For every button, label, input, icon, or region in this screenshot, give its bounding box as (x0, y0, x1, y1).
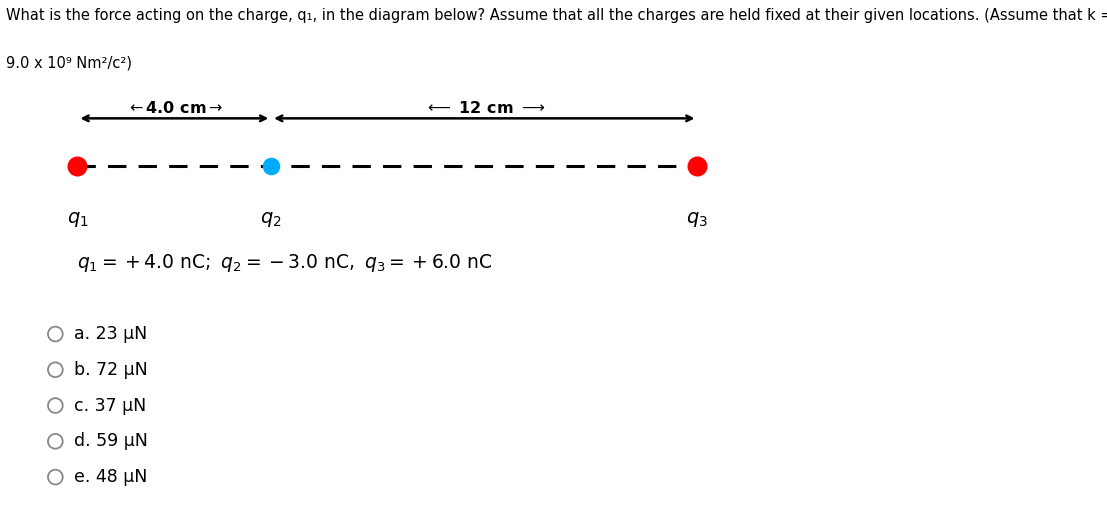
Text: b. 72 μN: b. 72 μN (74, 361, 147, 379)
Text: d. 59 μN: d. 59 μN (74, 432, 147, 450)
Text: $q_3$: $q_3$ (686, 210, 708, 229)
Text: e. 48 μN: e. 48 μN (74, 468, 147, 486)
Text: a. 23 μN: a. 23 μN (74, 325, 147, 343)
Text: c. 37 μN: c. 37 μN (74, 397, 146, 414)
Point (69, 161, 86, 170)
Text: $\longleftarrow$ 12 cm $\longrightarrow$: $\longleftarrow$ 12 cm $\longrightarrow$ (424, 100, 545, 116)
Text: $q_1$: $q_1$ (66, 210, 89, 229)
Point (689, 161, 706, 170)
Text: What is the force acting on the charge, q₁, in the diagram below? Assume that al: What is the force acting on the charge, … (6, 8, 1107, 23)
Text: $q_2$: $q_2$ (260, 210, 282, 229)
Text: 9.0 x 10⁹ Nm²/c²): 9.0 x 10⁹ Nm²/c²) (6, 55, 132, 70)
Text: $\leftarrow$4.0 cm$\rightarrow$: $\leftarrow$4.0 cm$\rightarrow$ (125, 100, 224, 116)
Point (262, 161, 280, 170)
Text: $q_1 = +4.0\ \mathrm{nC};\ q_2 = -3.0\ \mathrm{nC},\ q_3 = +6.0\ \mathrm{nC}$: $q_1 = +4.0\ \mathrm{nC};\ q_2 = -3.0\ \… (77, 252, 494, 275)
